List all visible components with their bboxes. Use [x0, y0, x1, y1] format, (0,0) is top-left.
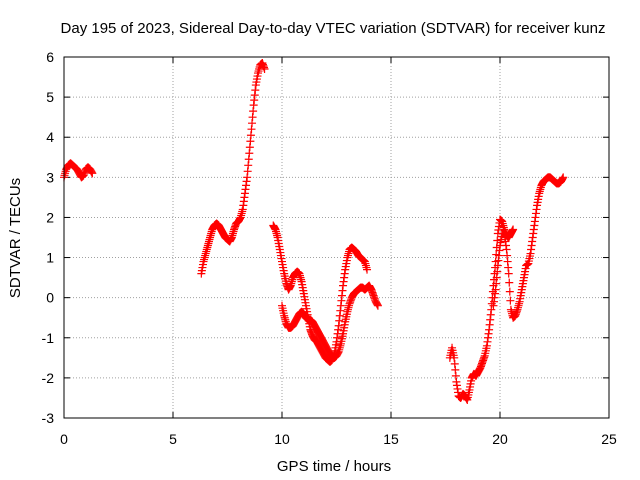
y-tick-label: 6: [46, 49, 54, 65]
data-point: [88, 169, 97, 178]
grid-lines: [64, 57, 609, 418]
y-tick-label: -2: [42, 370, 55, 386]
data-point: [559, 173, 568, 182]
y-tick-label: 1: [46, 250, 54, 266]
data-point: [504, 269, 513, 278]
plot-frame: [63, 56, 610, 419]
x-tick-label: 25: [601, 431, 617, 447]
y-tick-label: -3: [42, 410, 55, 426]
data-point: [363, 265, 372, 274]
x-tick-label: 5: [169, 431, 177, 447]
data-point: [505, 287, 514, 296]
y-tick-label: 3: [46, 169, 54, 185]
data-points: [60, 59, 568, 404]
data-point: [493, 236, 502, 245]
y-tick-label: 2: [46, 209, 54, 225]
x-axis-label: GPS time / hours: [277, 458, 391, 475]
y-axis-label: SDTVAR / TECUs: [7, 178, 24, 298]
x-tick-label: 0: [60, 431, 68, 447]
chart-title: Day 195 of 2023, Sidereal Day-to-day VTE…: [61, 20, 606, 37]
x-tick-label: 15: [383, 431, 399, 447]
y-tick-label: 4: [46, 129, 54, 145]
data-point: [509, 225, 518, 234]
y-tick-label: -1: [42, 330, 55, 346]
data-point: [506, 296, 515, 305]
y-tick-label: 0: [46, 290, 54, 306]
data-point: [505, 278, 514, 287]
x-tick-label: 20: [492, 431, 508, 447]
data-point: [373, 301, 382, 310]
y-tick-label: 5: [46, 89, 54, 105]
data-point: [260, 65, 269, 74]
x-tick-label: 10: [274, 431, 290, 447]
